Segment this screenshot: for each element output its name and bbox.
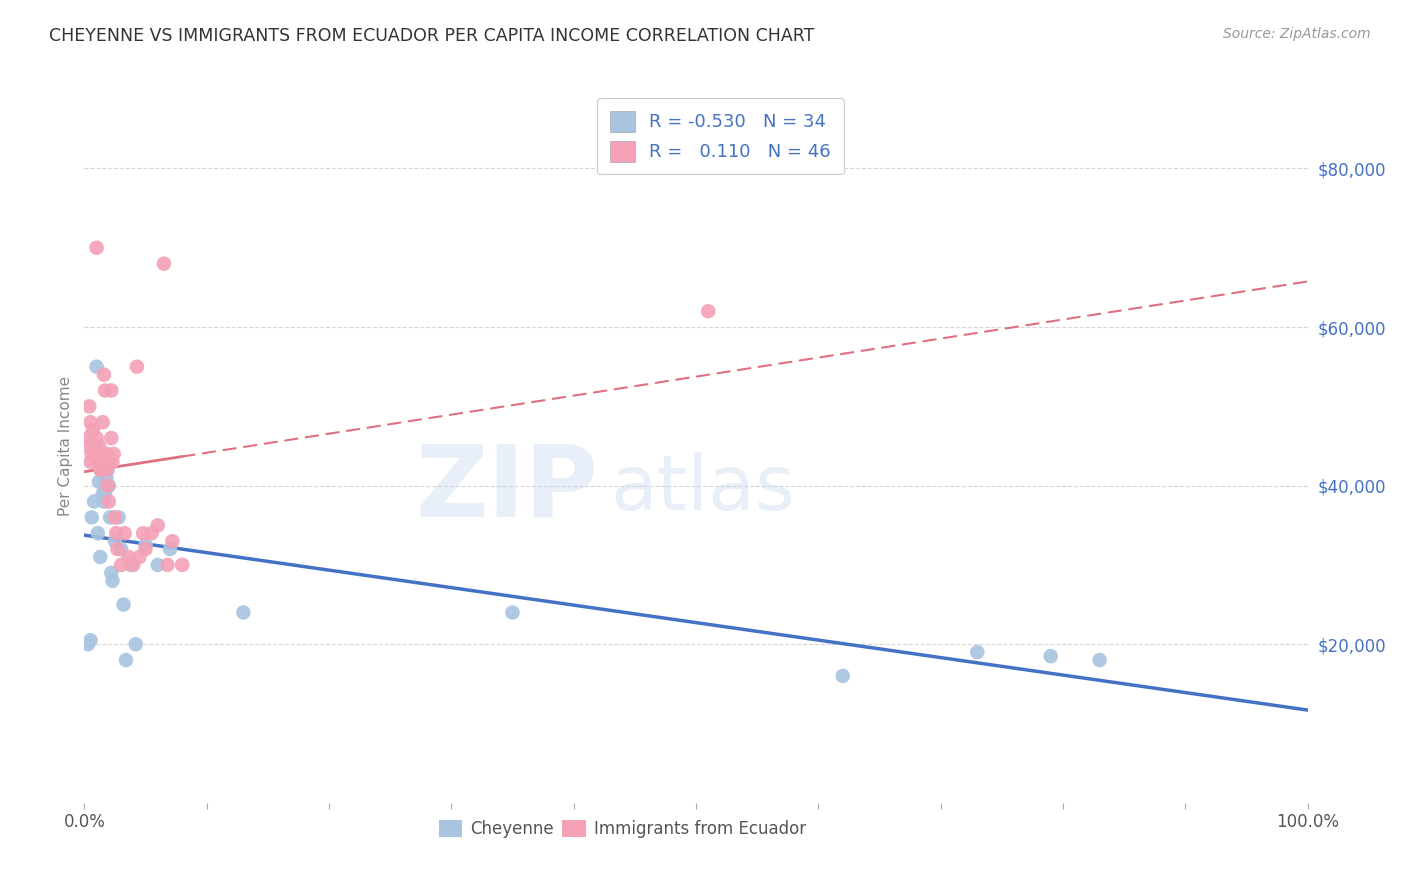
Point xyxy=(89,463,111,477)
Point xyxy=(98,510,121,524)
Point xyxy=(115,653,138,667)
Point xyxy=(697,304,720,318)
Point xyxy=(117,549,139,564)
Point xyxy=(83,494,105,508)
Point xyxy=(89,549,111,564)
Point xyxy=(135,538,157,552)
Point xyxy=(162,534,184,549)
Legend: Cheyenne, Immigrants from Ecuador: Cheyenne, Immigrants from Ecuador xyxy=(432,813,813,845)
Text: CHEYENNE VS IMMIGRANTS FROM ECUADOR PER CAPITA INCOME CORRELATION CHART: CHEYENNE VS IMMIGRANTS FROM ECUADOR PER … xyxy=(49,27,814,45)
Point xyxy=(86,359,108,374)
Point xyxy=(156,558,179,572)
Point xyxy=(232,606,254,620)
Point xyxy=(87,455,110,469)
Point xyxy=(90,463,112,477)
Point xyxy=(86,431,108,445)
Point xyxy=(110,542,132,557)
Point xyxy=(146,558,169,572)
Point xyxy=(77,431,100,445)
Point xyxy=(94,486,117,500)
Point xyxy=(94,384,117,398)
Point xyxy=(100,431,122,445)
Point xyxy=(96,447,118,461)
Point xyxy=(132,526,155,541)
Point xyxy=(87,526,110,541)
Point xyxy=(107,510,129,524)
Point xyxy=(172,558,194,572)
Point xyxy=(104,534,127,549)
Point xyxy=(153,257,176,271)
Point xyxy=(100,384,122,398)
Point xyxy=(105,526,128,541)
Point xyxy=(80,447,103,461)
Y-axis label: Per Capita Income: Per Capita Income xyxy=(58,376,73,516)
Point xyxy=(93,368,115,382)
Point xyxy=(96,463,118,477)
Point xyxy=(125,637,148,651)
Point xyxy=(120,558,142,572)
Point xyxy=(96,471,118,485)
Point xyxy=(101,574,124,588)
Text: Source: ZipAtlas.com: Source: ZipAtlas.com xyxy=(1223,27,1371,41)
Point xyxy=(966,645,988,659)
Point xyxy=(112,598,135,612)
Point xyxy=(100,566,122,580)
Point xyxy=(128,549,150,564)
Point xyxy=(110,558,132,572)
Point xyxy=(87,439,110,453)
Point xyxy=(91,415,114,429)
Point xyxy=(122,558,145,572)
Point xyxy=(159,542,181,557)
Point xyxy=(98,455,121,469)
Point xyxy=(831,669,853,683)
Point xyxy=(86,241,108,255)
Point xyxy=(97,463,120,477)
Point xyxy=(1088,653,1111,667)
Point xyxy=(87,475,110,489)
Point xyxy=(97,478,120,492)
Point xyxy=(80,510,103,524)
Point xyxy=(135,542,157,557)
Point xyxy=(125,359,148,374)
Point xyxy=(93,494,115,508)
Point xyxy=(89,447,111,461)
Point xyxy=(90,463,112,477)
Point xyxy=(77,637,100,651)
Point xyxy=(84,447,107,461)
Point xyxy=(82,423,104,437)
Point xyxy=(101,455,124,469)
Point xyxy=(83,439,105,453)
Point xyxy=(77,400,100,414)
Point xyxy=(502,606,524,620)
Point xyxy=(79,633,101,648)
Point xyxy=(103,447,125,461)
Point xyxy=(91,486,114,500)
Point xyxy=(97,494,120,508)
Point xyxy=(1039,649,1062,664)
Point xyxy=(76,439,98,453)
Point xyxy=(79,455,101,469)
Point xyxy=(104,510,127,524)
Text: atlas: atlas xyxy=(610,452,796,525)
Point xyxy=(146,518,169,533)
Point xyxy=(79,415,101,429)
Point xyxy=(114,526,136,541)
Text: ZIP: ZIP xyxy=(415,441,598,537)
Point xyxy=(97,478,120,492)
Point xyxy=(105,542,128,557)
Point xyxy=(141,526,163,541)
